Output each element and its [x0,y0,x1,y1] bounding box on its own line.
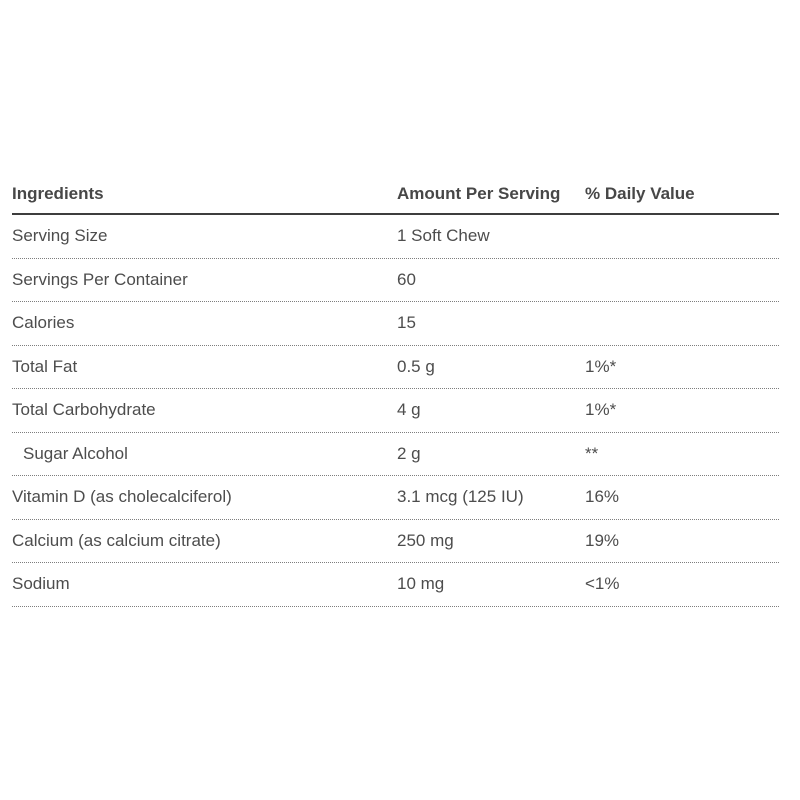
ingredient-cell: Vitamin D (as cholecalciferol) [12,487,232,507]
daily-value-cell: 19% [585,530,620,550]
daily-value-cell: ** [585,443,599,463]
daily-value-cell: <1% [585,574,620,594]
column-header-daily-value: % Daily Value [585,184,695,203]
amount-cell: 10 mg [397,574,445,594]
ingredient-cell: Total Carbohydrate [12,400,156,420]
amount-cell: 3.1 mcg (125 IU) [397,487,524,507]
ingredient-cell: Serving Size [12,226,108,246]
supplement-facts-table: Ingredients Amount Per Serving % Daily V… [12,184,779,607]
table-row: Vitamin D (as cholecalciferol) 3.1 mcg (1… [12,476,779,520]
daily-value-cell: 1%* [585,356,617,376]
daily-value-cell: 1%* [585,400,617,420]
amount-cell: 4 g [397,400,421,420]
table-row: Sugar Alcohol 2 g ** [12,433,779,476]
daily-value-cell: 16% [585,487,620,507]
ingredient-cell: Calcium (as calcium citrate) [12,530,221,550]
column-header-amount-per-serving: Amount Per Serving [397,184,561,203]
table-header-row: Ingredients Amount Per Serving % Daily V… [12,184,779,215]
amount-cell: 1 Soft Chew [397,226,490,246]
ingredient-cell: Sodium [12,574,70,594]
amount-cell: 0.5 g [397,356,435,376]
ingredient-cell: Calories [12,313,75,333]
amount-cell: 60 [397,269,416,289]
column-header-ingredients: Ingredients [12,184,104,203]
table-row: Total Carbohydrate 4 g 1%* [12,389,779,433]
ingredient-cell: Sugar Alcohol [23,443,128,463]
ingredient-cell: Servings Per Container [12,269,188,289]
table-row: Calories 15 [12,302,779,346]
amount-cell: 2 g [397,443,421,463]
amount-cell: 15 [397,313,416,333]
table-row: Serving Size 1 Soft Chew [12,215,779,259]
table-row: Sodium 10 mg <1% [12,563,779,607]
table-row: Calcium (as calcium citrate) 250 mg 19% [12,520,779,563]
table-row: Total Fat 0.5 g 1%* [12,346,779,389]
table-body: Serving Size 1 Soft Chew Servings Per Cont… [12,215,779,607]
table-row: Servings Per Container 60 [12,259,779,302]
ingredient-cell: Total Fat [12,356,78,376]
amount-cell: 250 mg [397,530,454,550]
